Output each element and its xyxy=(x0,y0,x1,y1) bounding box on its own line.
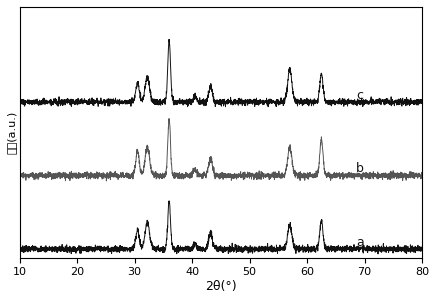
X-axis label: 2θ(°): 2θ(°) xyxy=(205,280,237,293)
Y-axis label: 强度(a.u.): 强度(a.u.) xyxy=(7,111,17,154)
Text: b: b xyxy=(356,162,364,175)
Text: c: c xyxy=(356,88,363,102)
Text: a: a xyxy=(356,236,364,248)
